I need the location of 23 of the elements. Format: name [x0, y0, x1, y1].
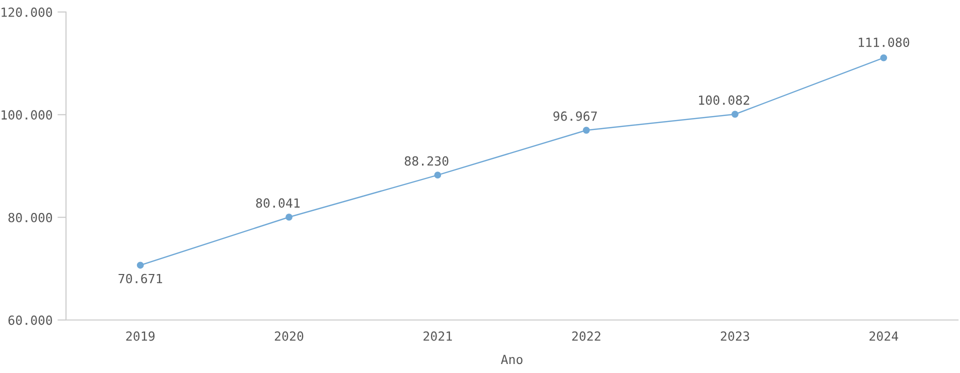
y-tick-label: 100.000 — [2, 110, 52, 120]
point — [136, 262, 144, 269]
x-tick-label: 2022 — [572, 331, 600, 341]
x-tick-label: 2019 — [126, 331, 155, 341]
point — [434, 172, 442, 179]
point — [582, 126, 590, 134]
point — [732, 110, 738, 118]
point — [286, 214, 292, 221]
data-label: 111.080 — [858, 38, 910, 48]
data-label: 70.671 — [118, 274, 162, 284]
data-label: 80.041 — [256, 198, 300, 208]
point — [880, 54, 888, 62]
data-label: 100.082 — [699, 95, 750, 105]
y-tick-label: 80.000 — [8, 212, 52, 222]
x-tick-label: 2021 — [424, 331, 452, 341]
x-tick-label: 2020 — [274, 331, 304, 341]
y-tick-label: 120.000 — [2, 8, 52, 17]
y-tick-label: 60.000 — [8, 316, 52, 325]
x-axis-title: Ano — [500, 354, 522, 364]
data-label: 96.967 — [553, 111, 597, 121]
x-tick-label: 2024 — [870, 331, 898, 341]
data-label: 88.230 — [404, 156, 448, 166]
x-tick-label: 2023 — [720, 331, 750, 341]
